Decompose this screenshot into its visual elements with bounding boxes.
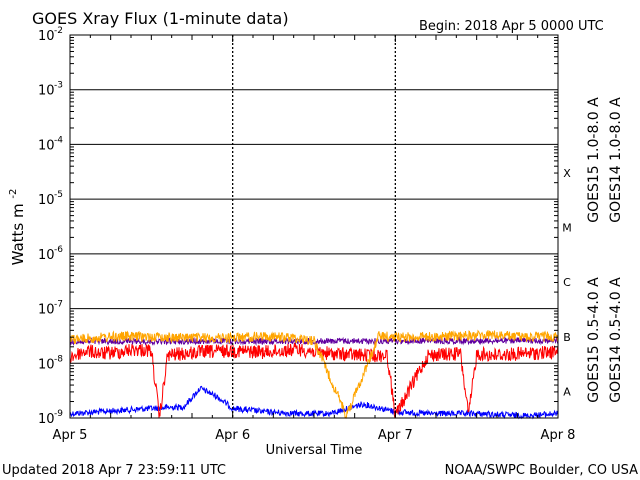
y-tick-exponent: -9	[54, 409, 63, 419]
y-tick-base: 10	[38, 29, 55, 44]
x-tick-label: Apr 6	[215, 428, 250, 443]
y-tick-exponent: -4	[54, 135, 63, 145]
y-tick-label: 10 -7	[38, 300, 63, 318]
y-axis-label: Watts m -2	[8, 189, 27, 266]
footer-source: NOAA/SWPC Boulder, CO USA	[445, 463, 638, 478]
x-axis-label: Universal Time	[266, 443, 363, 458]
y-tick-exponent: -2	[54, 26, 63, 36]
y-tick-exponent: -3	[54, 81, 63, 91]
legend-entry: GOES15 0.5-4.0 A	[586, 277, 602, 403]
flare-class-label: M	[562, 222, 572, 235]
x-tick-label: Apr 7	[378, 428, 413, 443]
x-tick-label: Apr 8	[541, 428, 576, 443]
begin-label: Begin: 2018 Apr 5 0000 UTC	[419, 19, 604, 34]
legend-entry: GOES14 0.5-4.0 A	[608, 277, 624, 403]
flare-class-label: X	[563, 167, 571, 180]
y-tick-base: 10	[38, 84, 55, 99]
y-tick-base: 10	[38, 412, 55, 427]
legend-entry: GOES15 1.0-8.0 A	[586, 97, 602, 223]
flare-class-label: B	[563, 331, 571, 344]
y-tick-label: 10 -2	[38, 26, 63, 44]
y-tick-exponent: -8	[54, 354, 63, 364]
series-line-0	[69, 342, 559, 419]
y-tick-label: 10 -3	[38, 81, 63, 99]
flare-class-label: A	[563, 386, 571, 399]
y-tick-exponent: -6	[54, 245, 63, 255]
grid-layer	[69, 34, 559, 419]
y-tick-base: 10	[38, 357, 55, 372]
series-line-3	[69, 335, 559, 346]
footer-updated: Updated 2018 Apr 7 23:59:11 UTC	[2, 463, 226, 478]
y-tick-exponent: -5	[54, 190, 63, 200]
y-tick-base: 10	[38, 138, 55, 153]
plot-frame	[69, 34, 559, 419]
series-line-1	[69, 329, 559, 420]
y-tick-base: 10	[38, 248, 55, 263]
y-tick-label: 10 -8	[38, 354, 63, 372]
y-tick-label: 10 -4	[38, 135, 63, 153]
flare-class-label: C	[563, 276, 571, 289]
y-tick-label: 10 -9	[38, 409, 63, 427]
y-tick-label: 10 -5	[38, 190, 63, 208]
x-tick-label: Apr 5	[53, 428, 88, 443]
y-axis-label-exponent: -2	[8, 189, 19, 199]
y-tick-label: 10 -6	[38, 245, 63, 263]
chart-title: GOES Xray Flux (1-minute data)	[32, 9, 289, 28]
legend-entry: GOES14 1.0-8.0 A	[608, 97, 624, 223]
y-tick-exponent: -7	[54, 300, 63, 310]
y-tick-base: 10	[38, 303, 55, 318]
y-tick-base: 10	[38, 193, 55, 208]
data-layer	[69, 329, 559, 420]
